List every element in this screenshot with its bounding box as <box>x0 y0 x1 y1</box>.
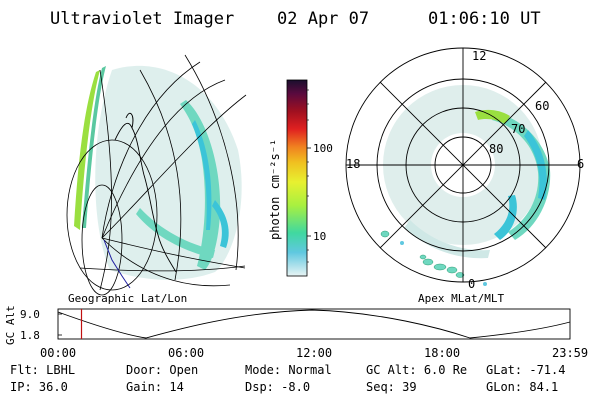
glat-value: -71.4 <box>529 363 566 377</box>
mlt-label-6: 6 <box>577 157 584 171</box>
ip-info: IP: 36.0 <box>10 380 68 394</box>
filter-info: Flt: LBHL <box>10 363 75 377</box>
filter-value: LBHL <box>46 363 76 377</box>
colorbar-tick-100: 100 <box>313 142 333 155</box>
dsp-label: Dsp: <box>245 380 274 394</box>
observation-time: 01:06:10 UT <box>428 9 541 29</box>
timeline-xtick-1200: 12:00 <box>296 346 332 360</box>
geographic-panel-label: Geographic Lat/Lon <box>68 292 187 305</box>
geographic-map-panel <box>66 54 247 296</box>
colorbar-unit-label: photon cm⁻²s⁻¹ <box>268 139 282 240</box>
dsp-value: -8.0 <box>281 380 311 394</box>
polar-panel-label: Apex MLat/MLT <box>418 292 504 305</box>
timeline-ytick-1-8: 1.8 <box>20 329 40 342</box>
timeline-ytick-9: 9.0 <box>20 308 40 321</box>
glon-value: 84.1 <box>529 380 559 394</box>
lat-label-80: 80 <box>489 142 503 156</box>
observation-date: 02 Apr 07 <box>277 9 370 29</box>
filter-label: Flt: <box>10 363 39 377</box>
mode-label: Mode: <box>245 363 282 377</box>
seq-label: Seq: <box>366 380 395 394</box>
gain-info: Gain: 14 <box>126 380 184 394</box>
gc-alt-timeline <box>57 308 571 340</box>
lat-label-60: 60 <box>535 99 549 113</box>
gain-value: 14 <box>169 380 184 394</box>
mode-info: Mode: Normal <box>245 363 332 377</box>
timeline-xtick-0000: 00:00 <box>40 346 76 360</box>
seq-value: 39 <box>402 380 417 394</box>
mlt-label-18: 18 <box>346 157 360 171</box>
mlt-label-12: 12 <box>472 49 486 63</box>
intensity-colorbar <box>286 79 311 277</box>
timeline-axis-label: GC Alt <box>4 305 17 345</box>
colorbar-tick-10: 10 <box>313 230 326 243</box>
mode-value: Normal <box>288 363 332 377</box>
dsp-info: Dsp: -8.0 <box>245 380 310 394</box>
door-info: Door: Open <box>126 363 198 377</box>
glon-label: GLon: <box>486 380 523 394</box>
glon-info: GLon: 84.1 <box>486 380 558 394</box>
gc-alt-label: GC Alt: <box>366 363 417 377</box>
seq-info: Seq: 39 <box>366 380 417 394</box>
gc-alt-value: 6.0 Re <box>423 363 468 377</box>
door-label: Door: <box>126 363 163 377</box>
timeline-xtick-0600: 06:00 <box>168 346 204 360</box>
gain-label: Gain: <box>126 380 163 394</box>
timeline-xtick-1800: 18:00 <box>424 346 460 360</box>
polar-map-panel <box>345 47 581 286</box>
ip-label: IP: <box>10 380 32 394</box>
glat-label: GLat: <box>486 363 523 377</box>
door-value: Open <box>169 363 199 377</box>
instrument-title: Ultraviolet Imager <box>50 9 235 29</box>
glat-info: GLat: -71.4 <box>486 363 565 377</box>
gc-alt-info: GC Alt: 6.0 Re <box>366 363 467 377</box>
ip-value: 36.0 <box>38 380 68 394</box>
timeline-xtick-2359: 23:59 <box>552 346 588 360</box>
lat-label-70: 70 <box>511 122 525 136</box>
mlt-label-0: 0 <box>468 277 475 291</box>
